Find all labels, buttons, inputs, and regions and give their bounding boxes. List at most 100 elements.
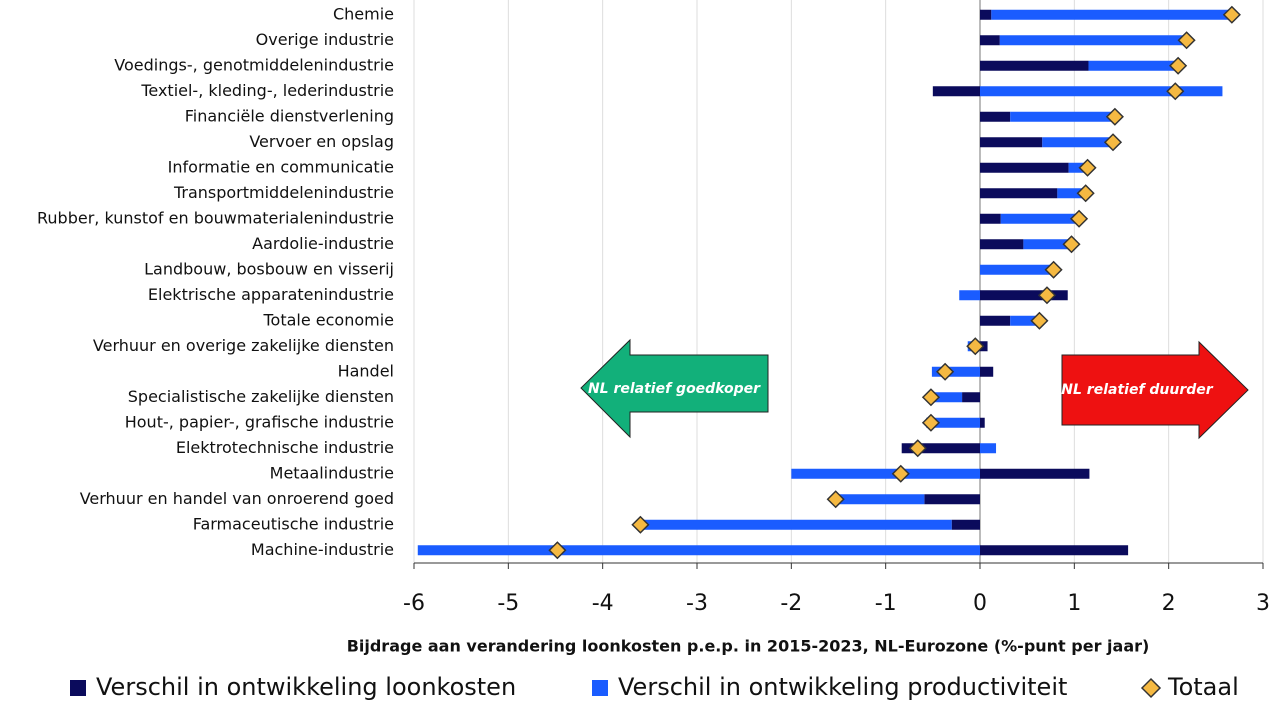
y-tick-label: Elektrotechnische industrie bbox=[176, 438, 394, 457]
arrow-right bbox=[1061, 340, 1249, 440]
x-tick-label: -6 bbox=[403, 591, 425, 616]
total-marker bbox=[1062, 235, 1081, 254]
bar bbox=[980, 239, 1024, 250]
bar bbox=[1010, 111, 1115, 122]
bar bbox=[980, 545, 1129, 556]
x-tick-label: -2 bbox=[780, 591, 802, 616]
bar bbox=[901, 443, 980, 454]
total-marker bbox=[1166, 82, 1185, 101]
x-tick-label: 3 bbox=[1256, 591, 1270, 616]
bar bbox=[980, 468, 1090, 479]
total-marker bbox=[1078, 158, 1097, 177]
y-tick-label: Informatie en communicatie bbox=[168, 157, 394, 176]
bar bbox=[980, 162, 1069, 173]
bar bbox=[417, 545, 981, 556]
bar bbox=[932, 86, 980, 97]
y-tick-label: Machine-industrie bbox=[251, 540, 394, 559]
y-tick-label: Voedings-, genotmiddelenindustrie bbox=[114, 55, 394, 74]
bar bbox=[1000, 213, 1080, 224]
bar bbox=[1088, 60, 1179, 71]
total-marker bbox=[1030, 311, 1049, 330]
bar bbox=[980, 264, 1054, 275]
bar bbox=[1068, 162, 1088, 173]
x-tick-label: -4 bbox=[592, 591, 614, 616]
x-tick-label: -5 bbox=[497, 591, 519, 616]
y-tick-label: Chemie bbox=[333, 4, 394, 23]
total-marker bbox=[826, 490, 845, 509]
bar bbox=[924, 494, 980, 505]
total-marker bbox=[1105, 107, 1124, 126]
bar bbox=[1010, 315, 1040, 326]
bar bbox=[980, 111, 1011, 122]
y-tick-label: Transportmiddelenindustrie bbox=[173, 183, 394, 202]
y-tick-label: Farmaceutische industrie bbox=[193, 514, 394, 533]
x-tick-label: 1 bbox=[1067, 591, 1081, 616]
bar bbox=[1023, 239, 1072, 250]
y-tick-label: Specialistische zakelijke diensten bbox=[128, 387, 394, 406]
bar bbox=[980, 366, 994, 377]
y-tick-label: Elektrische apparatenindustrie bbox=[148, 285, 394, 304]
total-marker bbox=[908, 439, 927, 458]
total-marker bbox=[631, 515, 650, 534]
annotation: NL relatief goedkoper bbox=[588, 381, 761, 397]
total-marker bbox=[966, 337, 985, 356]
bar bbox=[980, 35, 1000, 46]
total-marker bbox=[1037, 286, 1057, 305]
y-tick-label: Totale economie bbox=[262, 310, 394, 329]
bar bbox=[926, 417, 980, 428]
bar bbox=[980, 290, 1068, 301]
bar bbox=[1042, 137, 1114, 148]
bar bbox=[980, 60, 1089, 71]
bar bbox=[980, 188, 1058, 199]
y-tick-label: Verhuur en overige zakelijke diensten bbox=[93, 336, 394, 355]
total-marker bbox=[891, 464, 910, 483]
y-tick-label: Aardolie-industrie bbox=[252, 234, 394, 253]
legend-label: Verschil in ontwikkeling loonkosten bbox=[96, 673, 516, 701]
total-marker bbox=[1222, 5, 1241, 24]
y-tick-label: Overige industrie bbox=[256, 30, 394, 49]
legend-marker bbox=[1140, 677, 1162, 699]
bar bbox=[991, 9, 1232, 20]
bar bbox=[930, 392, 963, 403]
x-tick-label: 0 bbox=[973, 591, 987, 616]
x-tick-label: -1 bbox=[875, 591, 897, 616]
bar bbox=[980, 9, 992, 20]
bar bbox=[980, 443, 997, 454]
total-marker bbox=[1069, 209, 1089, 228]
bar bbox=[962, 392, 980, 403]
bar bbox=[980, 213, 1001, 224]
y-tick-label: Handel bbox=[338, 361, 394, 380]
y-tick-label: Landbouw, bosbouw en visserij bbox=[144, 259, 394, 278]
legend-swatch bbox=[592, 680, 608, 696]
y-tick-label: Verhuur en handel van onroerend goed bbox=[80, 489, 394, 508]
annotation: NL relatief duurder bbox=[1061, 382, 1213, 398]
legend-label: Totaal bbox=[1167, 673, 1239, 701]
bar bbox=[959, 290, 980, 301]
x-axis-title: Bijdrage aan verandering loonkosten p.e.… bbox=[347, 637, 1150, 656]
y-tick-label: Rubber, kunstof en bouwmaterialenindustr… bbox=[37, 208, 394, 227]
bar bbox=[980, 137, 1043, 148]
legend-swatch bbox=[70, 680, 86, 696]
total-marker bbox=[1169, 56, 1188, 75]
y-tick-label: Hout-, papier-, grafische industrie bbox=[125, 412, 394, 431]
total-marker bbox=[1076, 184, 1095, 203]
total-marker bbox=[548, 541, 567, 560]
bar bbox=[980, 86, 1223, 97]
y-tick-label: Financiële dienstverlening bbox=[185, 106, 394, 125]
bar bbox=[931, 366, 980, 377]
x-tick-label: -3 bbox=[686, 591, 708, 616]
total-marker bbox=[936, 362, 955, 381]
y-tick-label: Textiel-, kleding-, lederindustrie bbox=[140, 81, 394, 100]
bar bbox=[1057, 188, 1086, 199]
arrow-left bbox=[580, 338, 769, 439]
legend-label: Verschil in ontwikkeling productiviteit bbox=[618, 673, 1067, 701]
x-tick-label: 2 bbox=[1162, 591, 1176, 616]
bar bbox=[951, 519, 980, 530]
total-marker bbox=[921, 388, 941, 407]
total-marker bbox=[1103, 133, 1123, 152]
bar bbox=[980, 417, 985, 428]
bar bbox=[640, 519, 952, 530]
y-tick-label: Metaalindustrie bbox=[270, 463, 394, 482]
y-tick-label: Vervoer en opslag bbox=[249, 132, 394, 151]
